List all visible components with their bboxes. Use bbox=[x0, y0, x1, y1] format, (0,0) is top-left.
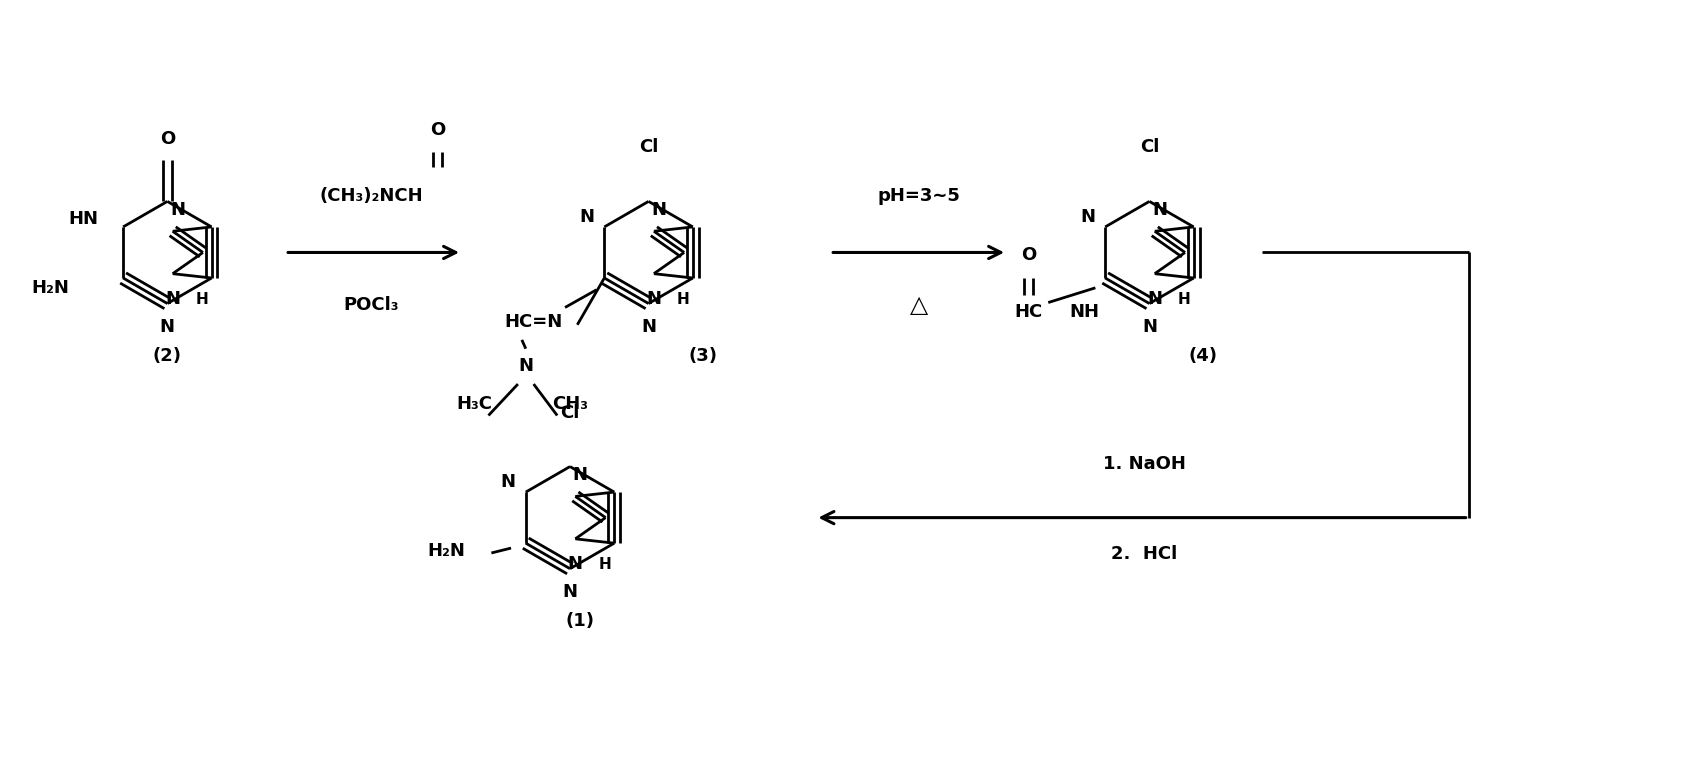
Text: O: O bbox=[160, 129, 176, 147]
Text: N: N bbox=[572, 466, 587, 484]
Text: N: N bbox=[1141, 318, 1156, 336]
Text: HC: HC bbox=[1014, 303, 1043, 322]
Text: (CH₃)₂NCH: (CH₃)₂NCH bbox=[319, 188, 424, 205]
Text: HN: HN bbox=[69, 210, 98, 228]
Text: Cl: Cl bbox=[1139, 139, 1160, 157]
Text: H₂N: H₂N bbox=[32, 279, 69, 297]
Text: N: N bbox=[1080, 208, 1096, 226]
Text: N: N bbox=[1148, 290, 1163, 308]
Text: (3): (3) bbox=[689, 346, 717, 364]
Text: N: N bbox=[562, 584, 577, 601]
Text: N: N bbox=[170, 201, 186, 219]
Text: NH: NH bbox=[1070, 303, 1101, 322]
Text: HC=N: HC=N bbox=[505, 313, 562, 331]
Text: H: H bbox=[677, 291, 690, 307]
Text: O: O bbox=[430, 121, 446, 139]
Text: 1. NaOH: 1. NaOH bbox=[1102, 455, 1187, 473]
Text: (1): (1) bbox=[565, 611, 594, 630]
Text: (4): (4) bbox=[1188, 346, 1219, 364]
Text: H: H bbox=[196, 291, 209, 307]
Text: POCl₃: POCl₃ bbox=[344, 295, 400, 314]
Text: 2.  HCl: 2. HCl bbox=[1111, 545, 1178, 563]
Text: H₃C: H₃C bbox=[457, 394, 493, 413]
Text: N: N bbox=[579, 208, 594, 226]
Text: N: N bbox=[1153, 201, 1166, 219]
Text: N: N bbox=[647, 290, 662, 308]
Text: N: N bbox=[518, 357, 533, 375]
Text: △: △ bbox=[910, 292, 928, 316]
Text: H₂N: H₂N bbox=[427, 542, 464, 560]
Text: H: H bbox=[1178, 291, 1190, 307]
Text: Cl: Cl bbox=[638, 139, 658, 157]
Text: N: N bbox=[641, 318, 657, 336]
Text: Cl: Cl bbox=[560, 404, 579, 422]
Text: CH₃: CH₃ bbox=[552, 394, 587, 413]
Text: pH=3~5: pH=3~5 bbox=[878, 188, 960, 205]
Text: N: N bbox=[567, 556, 582, 574]
Text: O: O bbox=[1021, 246, 1036, 264]
Text: (2): (2) bbox=[154, 346, 182, 364]
Text: H: H bbox=[599, 557, 611, 572]
Text: N: N bbox=[501, 474, 515, 491]
Text: N: N bbox=[165, 290, 181, 308]
Text: N: N bbox=[160, 318, 176, 336]
Text: N: N bbox=[652, 201, 667, 219]
